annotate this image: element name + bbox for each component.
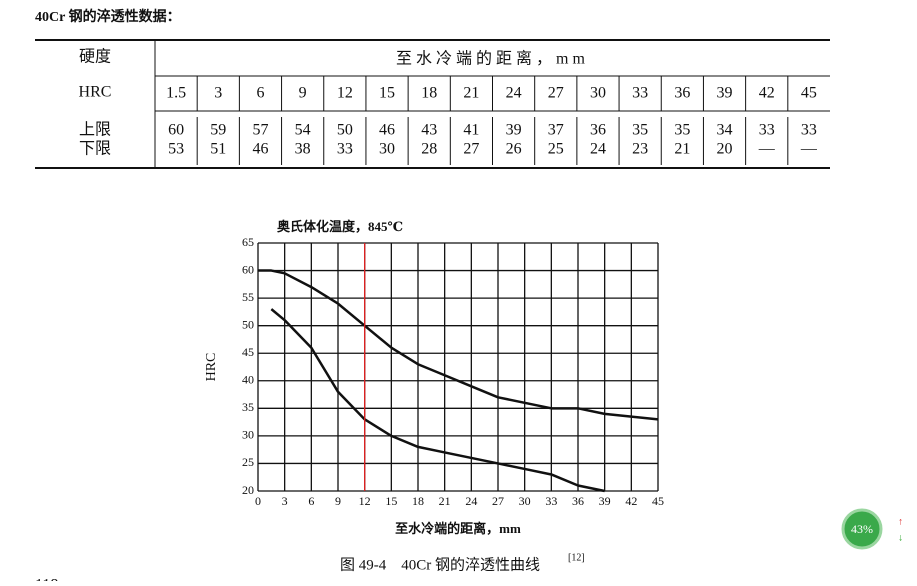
- lower-cell: 26: [506, 141, 522, 158]
- distance-cell: 21: [463, 85, 479, 102]
- x-tick-label: 0: [255, 494, 261, 508]
- upper-cell: 46: [379, 122, 395, 139]
- lower-cell: 28: [421, 141, 437, 158]
- page-number: 118: [35, 577, 58, 581]
- y-tick-label: 50: [242, 317, 254, 331]
- upper-cell: 33: [801, 122, 817, 139]
- upper-cell: 34: [717, 122, 733, 139]
- distance-cell: 39: [717, 85, 733, 102]
- x-tick-label: 21: [439, 494, 451, 508]
- y-tick-label: 30: [242, 428, 254, 442]
- distance-cell: 15: [379, 85, 395, 102]
- distance-cell: 24: [506, 85, 522, 102]
- distance-cell: 6: [256, 85, 264, 102]
- upper-cell: 33: [759, 122, 775, 139]
- x-tick-label: 18: [412, 494, 424, 508]
- badge-arrow-up: ↑: [898, 516, 903, 527]
- y-tick-label: 25: [242, 455, 254, 469]
- distance-cell: 12: [337, 85, 353, 102]
- row-label: 下限: [79, 140, 111, 158]
- distance-cell: 18: [421, 85, 437, 102]
- chart-title: 奥氏体化温度，845℃: [277, 219, 403, 234]
- x-tick-label: 27: [492, 494, 504, 508]
- badge-arrow-down: ↓: [898, 532, 903, 543]
- caption: 图 49-4 40Cr 钢的淬透性曲线: [340, 556, 540, 573]
- y-tick-label: 40: [242, 373, 254, 387]
- lower-cell: 24: [590, 141, 606, 158]
- upper-cell: 50: [337, 122, 353, 139]
- distance-cell: 42: [759, 85, 775, 102]
- y-tick-label: 35: [242, 400, 254, 414]
- distance-cell: 9: [299, 85, 307, 102]
- upper-cell: 36: [590, 122, 606, 139]
- x-tick-label: 33: [545, 494, 557, 508]
- upper-cell: 41: [463, 122, 479, 139]
- row-label: HRC: [79, 84, 112, 101]
- upper-cell: 35: [674, 122, 690, 139]
- y-axis-label: HRC: [204, 353, 219, 382]
- row-label: 上限: [79, 121, 111, 139]
- x-tick-label: 9: [335, 494, 341, 508]
- lower-cell: —: [800, 141, 818, 158]
- x-tick-label: 30: [519, 494, 531, 508]
- x-tick-label: 24: [465, 494, 477, 508]
- lower-cell: —: [758, 141, 776, 158]
- y-tick-label: 60: [242, 262, 254, 276]
- heading: 40Cr 钢的淬透性数据：: [35, 8, 181, 25]
- upper-cell: 57: [252, 122, 268, 139]
- upper-cell: 35: [632, 122, 648, 139]
- distance-cell: 33: [632, 85, 648, 102]
- badge-text[interactable]: 43%: [851, 522, 873, 536]
- x-tick-label: 6: [308, 494, 314, 508]
- badge-circle[interactable]: [841, 508, 883, 550]
- lower-cell: 25: [548, 141, 564, 158]
- x-tick-label: 42: [625, 494, 637, 508]
- x-tick-label: 36: [572, 494, 584, 508]
- table-header: 至水冷端的距离，mm: [396, 50, 589, 68]
- y-tick-label: 45: [242, 345, 254, 359]
- lower-cell: 33: [337, 141, 353, 158]
- lower-cell: 27: [463, 141, 479, 158]
- y-tick-label: 65: [242, 235, 254, 249]
- distance-cell: 3: [214, 85, 222, 102]
- curve: [258, 269, 659, 421]
- y-tick-label: 20: [242, 483, 254, 497]
- upper-cell: 39: [506, 122, 522, 139]
- distance-cell: 30: [590, 85, 606, 102]
- upper-cell: 37: [548, 122, 564, 139]
- lower-cell: 21: [674, 141, 690, 158]
- lower-cell: 51: [210, 141, 226, 158]
- lower-cell: 23: [632, 141, 648, 158]
- x-tick-label: 15: [385, 494, 397, 508]
- y-tick-label: 55: [242, 290, 254, 304]
- distance-cell: 27: [548, 85, 564, 102]
- distance-cell: 36: [674, 85, 690, 102]
- upper-cell: 60: [168, 122, 184, 139]
- x-axis-label: 至水冷端的距离，mm: [395, 521, 521, 536]
- lower-cell: 46: [252, 141, 268, 158]
- caption-ref: [12]: [568, 552, 585, 563]
- upper-cell: 59: [210, 122, 226, 139]
- x-tick-label: 45: [652, 494, 664, 508]
- upper-cell: 43: [421, 122, 437, 139]
- x-tick-label: 39: [599, 494, 611, 508]
- lower-cell: 20: [717, 141, 733, 158]
- x-tick-label: 12: [359, 494, 371, 508]
- lower-cell: 53: [168, 141, 184, 158]
- upper-cell: 54: [295, 122, 311, 139]
- lower-cell: 38: [295, 141, 311, 158]
- curve: [270, 308, 605, 493]
- distance-cell: 1.5: [166, 85, 186, 102]
- distance-cell: 45: [801, 85, 817, 102]
- x-tick-label: 3: [282, 494, 288, 508]
- lower-cell: 30: [379, 141, 395, 158]
- row-label: 硬度: [79, 48, 111, 66]
